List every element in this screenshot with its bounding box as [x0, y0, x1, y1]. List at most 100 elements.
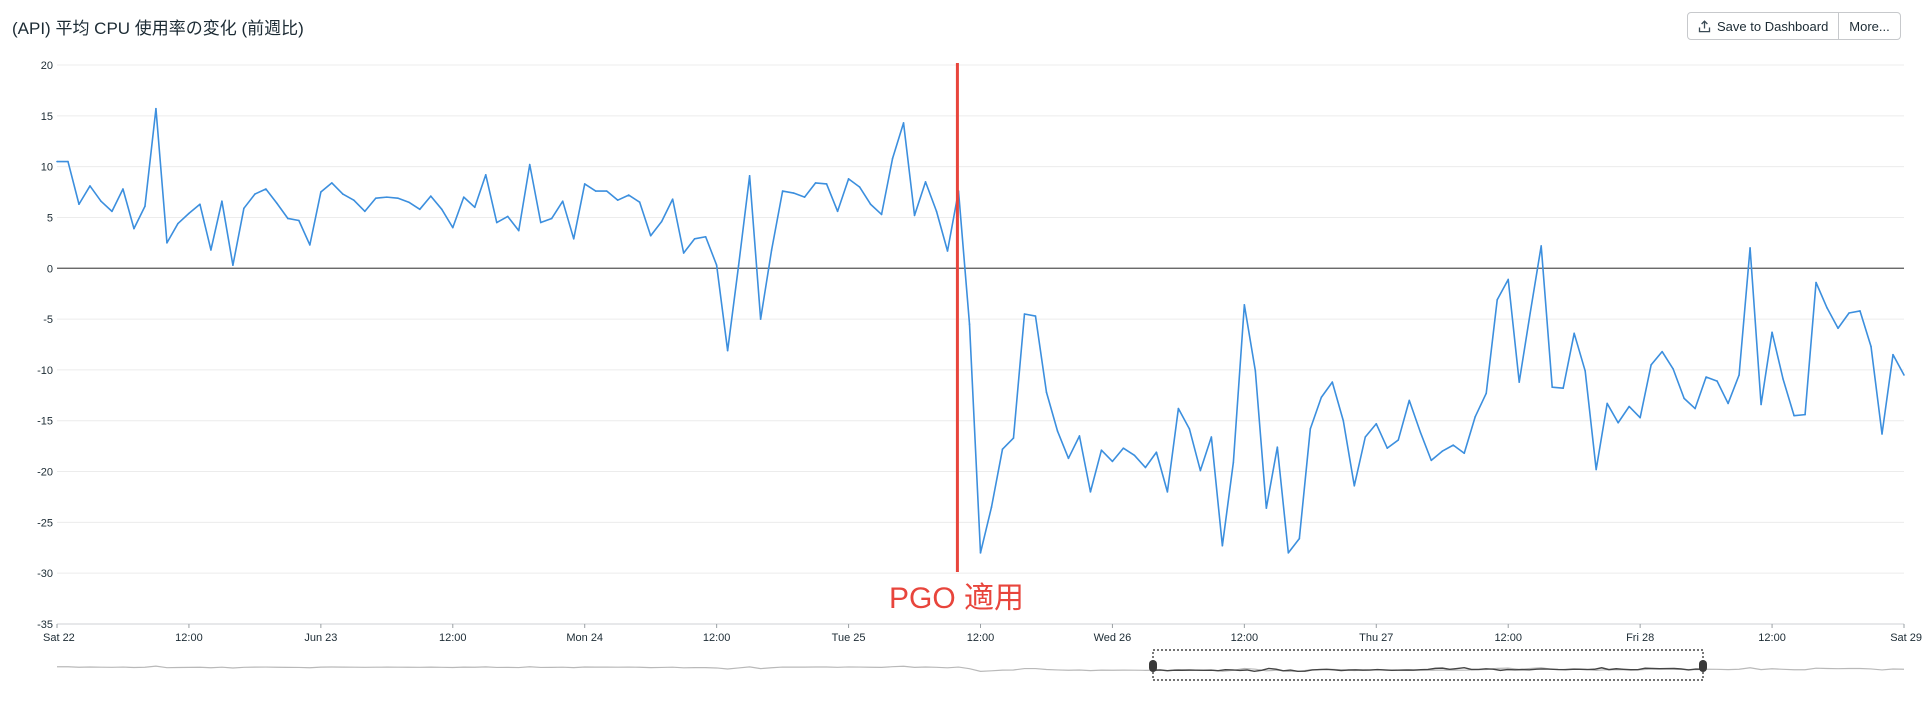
more-button[interactable]: More...: [1838, 13, 1899, 39]
data-point: [155, 107, 157, 110]
data-point: [1133, 454, 1136, 457]
data-point: [353, 199, 355, 201]
data-point: [1672, 368, 1674, 370]
header-actions: Save to Dashboard More...: [1687, 12, 1901, 40]
data-point: [1221, 544, 1224, 547]
data-point: [1276, 446, 1279, 448]
y-tick-label: -20: [37, 467, 53, 479]
data-point: [56, 160, 58, 163]
data-point: [1155, 451, 1158, 454]
y-tick-label: -5: [43, 314, 53, 326]
overview-selection-window[interactable]: [1152, 649, 1704, 681]
data-point: [1463, 452, 1466, 455]
save-to-dashboard-button[interactable]: Save to Dashboard: [1688, 13, 1838, 39]
data-point: [770, 249, 773, 251]
data-point: [78, 203, 80, 206]
upload-icon: [1698, 19, 1711, 33]
data-point: [759, 318, 762, 320]
data-point: [605, 190, 608, 192]
data-point: [1386, 447, 1389, 449]
data-point: [1793, 414, 1795, 417]
x-tick-label: Thu 27: [1359, 632, 1393, 644]
data-point: [429, 195, 432, 197]
overview-series-line: [57, 665, 1905, 672]
data-point: [1089, 491, 1092, 493]
data-point: [1375, 422, 1378, 425]
data-point: [539, 221, 542, 224]
overview-selected-line: [1152, 667, 1704, 673]
data-point: [1848, 312, 1850, 314]
data-point: [144, 205, 146, 208]
data-point: [693, 237, 696, 240]
data-point: [408, 201, 410, 204]
data-point: [1760, 403, 1762, 406]
data-point: [1661, 350, 1663, 353]
data-point: [386, 196, 388, 198]
data-point: [440, 208, 443, 211]
data-point: [1441, 450, 1444, 453]
data-point: [1287, 552, 1290, 554]
data-point: [1804, 413, 1806, 416]
data-point: [1144, 466, 1147, 469]
data-point: [1254, 370, 1257, 372]
x-axis: Sat 22 12:00 Jun 23 12:00 Mon 24 12:00 Tue 25 1…: [43, 624, 1922, 644]
data-point: [572, 237, 575, 240]
data-point: [528, 163, 531, 166]
data-point: [67, 160, 69, 163]
data-point: [1573, 332, 1575, 335]
data-point: [100, 200, 102, 202]
data-point: [188, 212, 190, 215]
data-point: [122, 188, 124, 190]
data-point: [364, 210, 366, 213]
data-point: [199, 203, 201, 206]
x-tick-label: Mon 24: [566, 632, 603, 644]
data-point: [1815, 281, 1817, 284]
data-point: [451, 226, 454, 229]
data-point: [1166, 491, 1169, 493]
data-point: [166, 242, 168, 244]
data-point: [276, 202, 278, 205]
data-point: [1892, 353, 1894, 356]
data-point: [803, 196, 806, 198]
data-point: [869, 203, 872, 206]
data-point: [1826, 307, 1828, 309]
data-point: [748, 174, 751, 177]
x-tick-label: 12:00: [1231, 632, 1259, 644]
data-point: [1716, 380, 1718, 382]
data-point: [847, 178, 850, 180]
data-point: [1738, 374, 1740, 376]
y-tick-label: 0: [47, 263, 53, 275]
data-point: [1100, 449, 1103, 452]
data-point: [1881, 433, 1883, 435]
data-point: [254, 193, 256, 195]
data-point: [594, 190, 597, 192]
data-point: [1551, 386, 1553, 388]
data-point: [265, 188, 267, 190]
data-point: [660, 220, 663, 223]
data-point: [1012, 437, 1015, 439]
more-label: More...: [1849, 18, 1890, 34]
data-point: [320, 191, 322, 193]
data-point: [880, 213, 883, 216]
y-tick-label: 20: [41, 60, 53, 72]
chart-title: (API) 平均 CPU 使用率の変化 (前週比): [12, 19, 304, 38]
data-point: [1903, 374, 1905, 376]
data-point: [1771, 331, 1773, 334]
data-point: [946, 250, 949, 252]
x-tick-label: Wed 26: [1094, 632, 1132, 644]
overview-navigator[interactable]: [57, 649, 1905, 681]
data-point: [243, 207, 245, 210]
x-tick-label: Tue 25: [832, 632, 866, 644]
data-point: [1562, 387, 1564, 390]
overview-left-handle[interactable]: [1149, 660, 1157, 672]
data-point: [1001, 448, 1004, 450]
data-point: [133, 227, 135, 230]
data-point: [495, 221, 498, 224]
data-point: [924, 181, 927, 183]
data-point: [1870, 345, 1872, 348]
data-point: [550, 217, 553, 220]
y-axis: 20 15 10 5 0 -5 -10 -15 -20 -25 -30 -35: [37, 60, 53, 631]
data-point: [1628, 405, 1630, 408]
y-tick-label: 10: [41, 162, 53, 174]
overview-right-handle[interactable]: [1699, 660, 1707, 672]
